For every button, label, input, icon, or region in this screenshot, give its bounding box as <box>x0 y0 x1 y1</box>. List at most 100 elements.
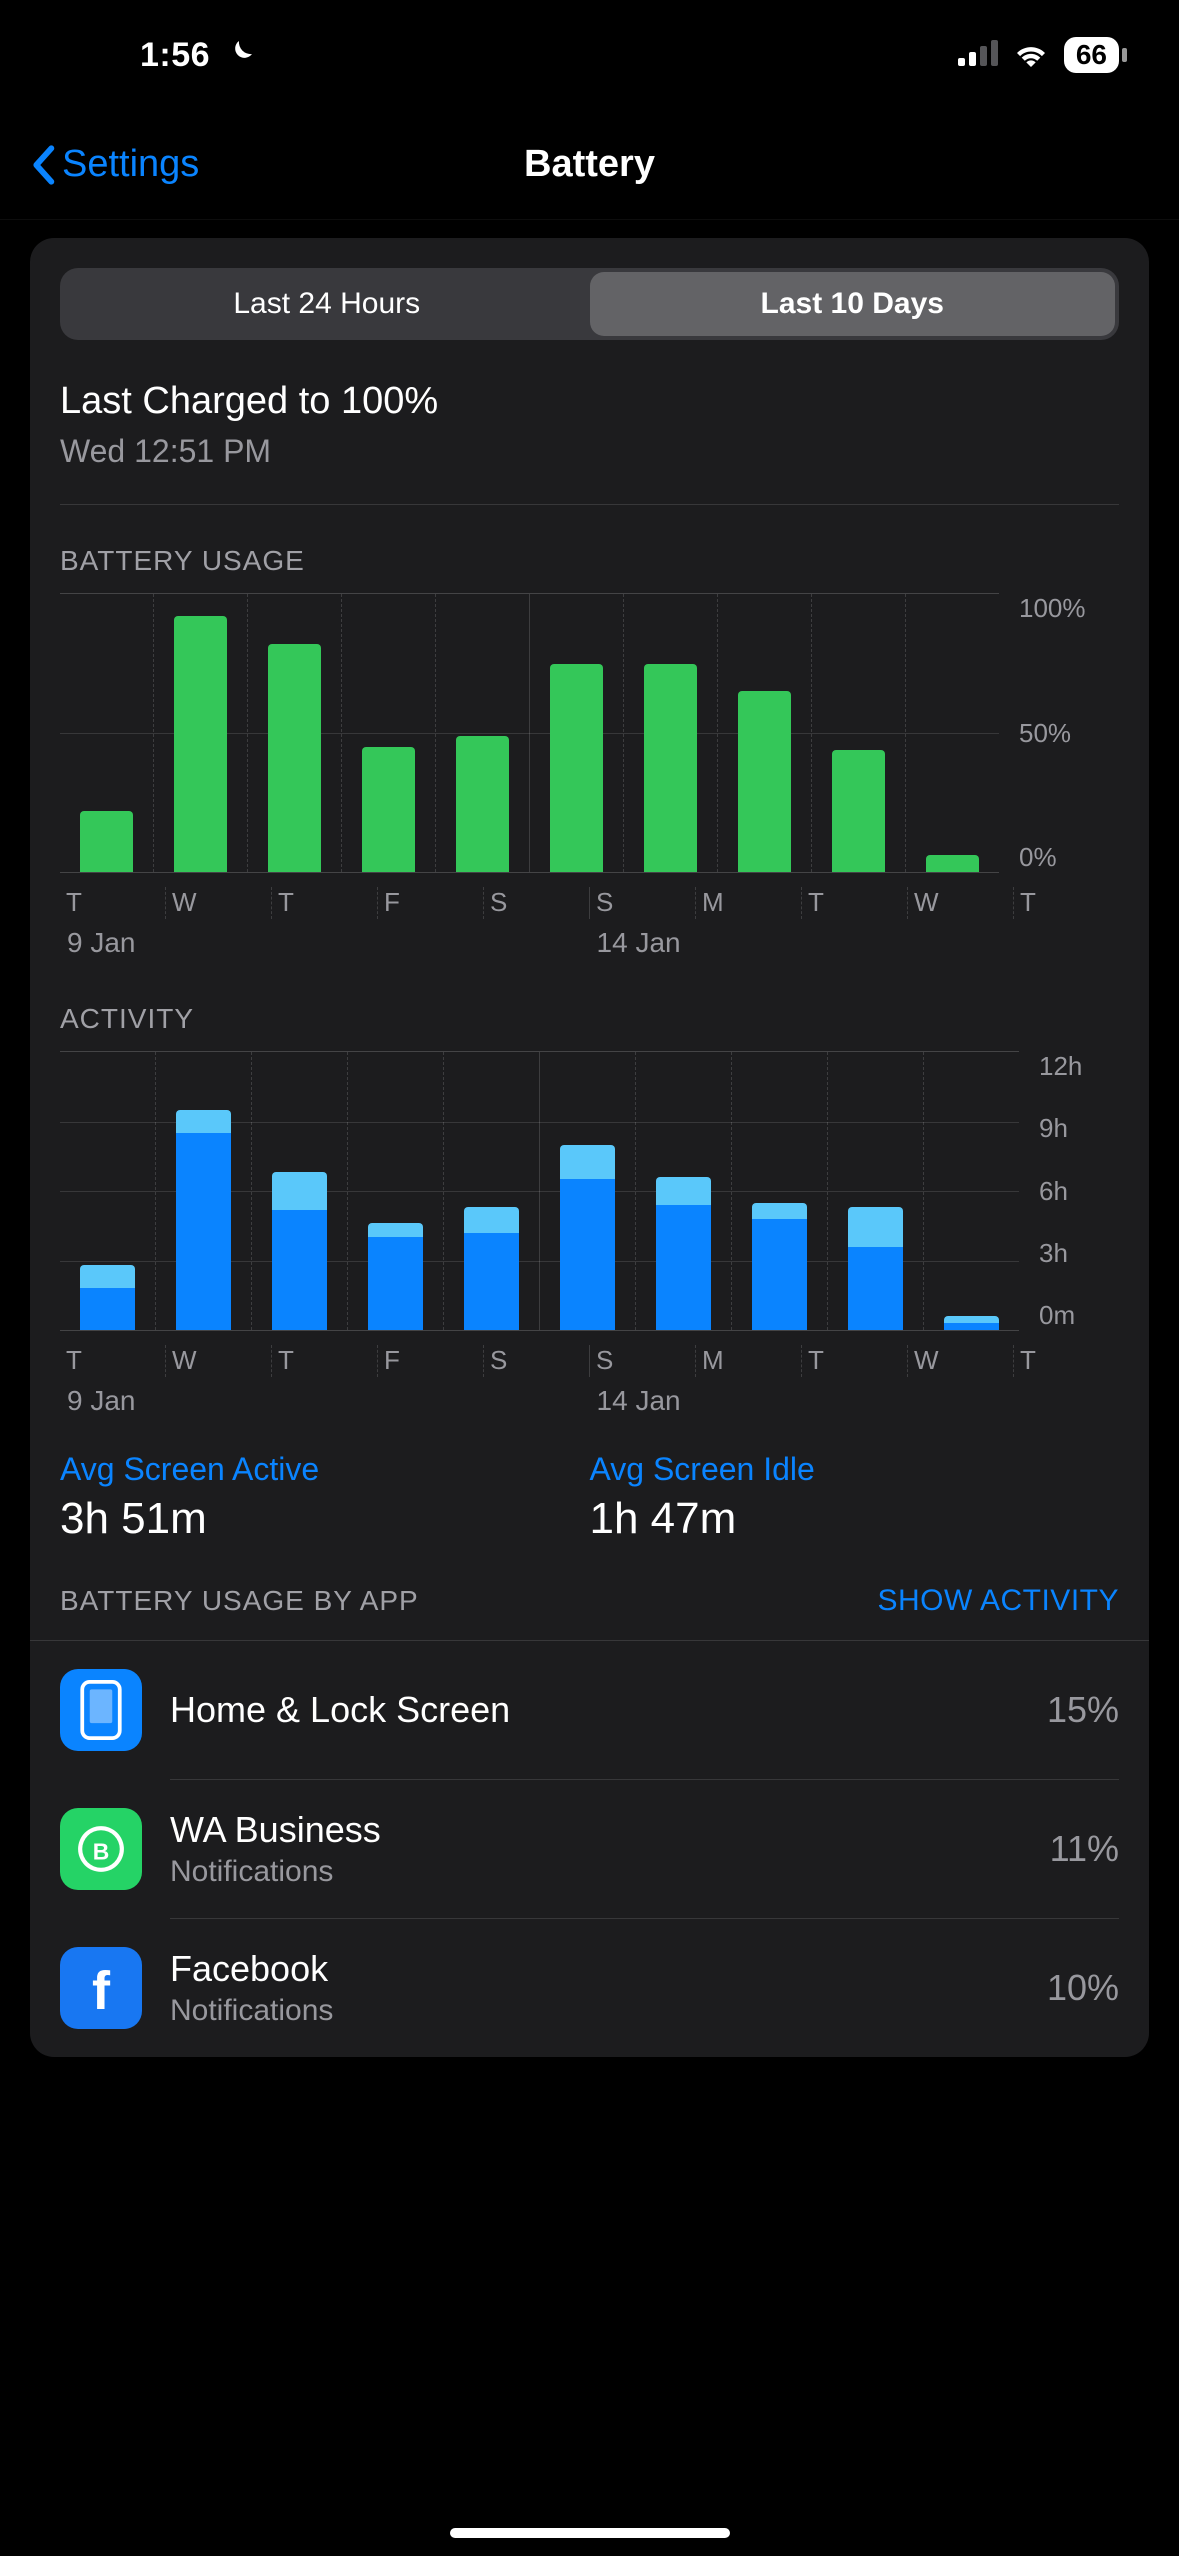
activity-title: ACTIVITY <box>60 1003 1119 1035</box>
status-right: 66 <box>958 37 1119 73</box>
avg-screen-active[interactable]: Avg Screen Active 3h 51m <box>60 1451 590 1544</box>
xlabel: T <box>1013 1345 1119 1377</box>
ylabel: 3h <box>1039 1238 1119 1269</box>
back-label: Settings <box>62 143 199 186</box>
usage-bar <box>926 855 980 872</box>
app-subtitle: Notifications <box>170 1994 1019 2028</box>
app-row[interactable]: BWA BusinessNotifications11% <box>30 1780 1149 1918</box>
avg-active-value: 3h 51m <box>60 1494 590 1544</box>
date-label: 14 Jan <box>590 927 696 963</box>
date-label <box>695 927 801 963</box>
dnd-moon-icon <box>224 37 256 74</box>
avg-active-label: Avg Screen Active <box>60 1451 590 1488</box>
xlabel: T <box>1013 887 1119 919</box>
date-label: 9 Jan <box>60 927 166 963</box>
xlabel: T <box>801 1345 907 1377</box>
date-label <box>907 927 1013 963</box>
segment-last-24-hours[interactable]: Last 24 Hours <box>64 272 590 336</box>
whatsapp-icon: B <box>60 1808 142 1890</box>
time-range-segmented[interactable]: Last 24 Hours Last 10 Days <box>60 268 1119 340</box>
ylabel: 50% <box>1019 718 1119 749</box>
date-label <box>1013 1385 1119 1421</box>
battery-usage-chart[interactable] <box>60 593 999 873</box>
activity-bar <box>368 1223 423 1330</box>
svg-text:B: B <box>93 1838 110 1864</box>
segment-last-10-days[interactable]: Last 10 Days <box>590 272 1116 336</box>
back-button[interactable]: Settings <box>30 143 199 186</box>
show-activity-button[interactable]: SHOW ACTIVITY <box>877 1584 1119 1618</box>
usage-bar <box>456 736 510 872</box>
battery-usage-dates: 9 Jan 14 Jan <box>60 927 1119 963</box>
app-percent: 15% <box>1047 1689 1119 1731</box>
battery-usage-ylabels: 100%50%0% <box>1019 593 1119 873</box>
date-label <box>378 1385 484 1421</box>
activity-bar <box>560 1145 615 1330</box>
activity-bar <box>656 1177 711 1330</box>
activity-bar <box>848 1207 903 1330</box>
activity-bar <box>464 1207 519 1330</box>
battery-usage-section: BATTERY USAGE 100%50%0% TWTFSSMTWT 9 Jan… <box>30 545 1149 963</box>
app-list: Home & Lock Screen15% B WA Business Notific… <box>30 1641 1149 2057</box>
avg-idle-label: Avg Screen Idle <box>590 1451 1120 1488</box>
date-label <box>1013 927 1119 963</box>
nav-bar: Settings Battery <box>0 110 1179 220</box>
averages-row: Avg Screen Active 3h 51m Avg Screen Idle… <box>60 1451 1119 1544</box>
by-app-header: BATTERY USAGE BY APP SHOW ACTIVITY <box>60 1584 1119 1618</box>
xlabel: M <box>695 1345 801 1377</box>
facebook-icon: f <box>60 1947 142 2029</box>
xlabel: S <box>483 887 589 919</box>
ylabel: 9h <box>1039 1113 1119 1144</box>
xlabel: W <box>165 887 271 919</box>
xlabel: F <box>377 887 483 919</box>
battery-indicator: 66 <box>1064 37 1119 73</box>
xlabel: S <box>483 1345 589 1377</box>
app-name: WA Business <box>170 1809 1022 1851</box>
usage-bar <box>644 664 698 873</box>
status-bar: 1:56 66 <box>0 0 1179 110</box>
xlabel: T <box>271 887 377 919</box>
date-label <box>484 927 590 963</box>
cellular-icon <box>958 40 998 71</box>
svg-text:f: f <box>92 1963 111 2013</box>
last-charged-subtitle: Wed 12:51 PM <box>60 433 1119 470</box>
ylabel: 0% <box>1019 842 1119 873</box>
app-percent: 11% <box>1050 1828 1119 1870</box>
date-label <box>166 927 272 963</box>
home-indicator[interactable] <box>450 2528 730 2538</box>
activity-bar <box>944 1316 999 1330</box>
activity-bar <box>176 1110 231 1330</box>
xlabel: W <box>907 1345 1013 1377</box>
xlabel: T <box>801 887 907 919</box>
home-lock-icon <box>60 1669 142 1751</box>
app-percent: 10% <box>1047 1967 1119 2009</box>
date-label <box>907 1385 1013 1421</box>
usage-bar <box>738 691 792 872</box>
usage-bar <box>80 811 134 872</box>
xlabel: F <box>377 1345 483 1377</box>
activity-dates: 9 Jan14 Jan <box>60 1385 1119 1421</box>
activity-chart[interactable] <box>60 1051 1019 1331</box>
date-label <box>272 927 378 963</box>
usage-bar <box>174 616 228 872</box>
app-row[interactable]: f Facebook Notifications 10% <box>30 1919 1149 2057</box>
xlabel: T <box>271 1345 377 1377</box>
activity-bar <box>752 1203 807 1330</box>
date-label: 14 Jan <box>590 1385 696 1421</box>
app-row[interactable]: Home & Lock Screen15% <box>30 1641 1149 1779</box>
status-time: 1:56 <box>140 36 210 75</box>
battery-usage-title: BATTERY USAGE <box>60 545 1119 577</box>
battery-usage-xaxis: TWTFSSMTWT <box>60 887 1119 919</box>
date-label <box>801 927 907 963</box>
app-name: Facebook <box>170 1948 1019 1990</box>
ylabel: 12h <box>1039 1051 1119 1082</box>
by-app-title: BATTERY USAGE BY APP <box>60 1585 419 1617</box>
xlabel: W <box>907 887 1013 919</box>
xlabel: W <box>165 1345 271 1377</box>
usage-bar <box>268 644 322 872</box>
usage-bar <box>362 747 416 872</box>
date-label <box>272 1385 378 1421</box>
activity-section: ACTIVITY 12h9h6h3h0m TWTFSSMTWT 9 Jan14 … <box>30 1003 1149 1544</box>
avg-screen-idle[interactable]: Avg Screen Idle 1h 47m <box>590 1451 1120 1544</box>
xlabel: T <box>60 1345 165 1377</box>
usage-bar <box>832 750 886 872</box>
